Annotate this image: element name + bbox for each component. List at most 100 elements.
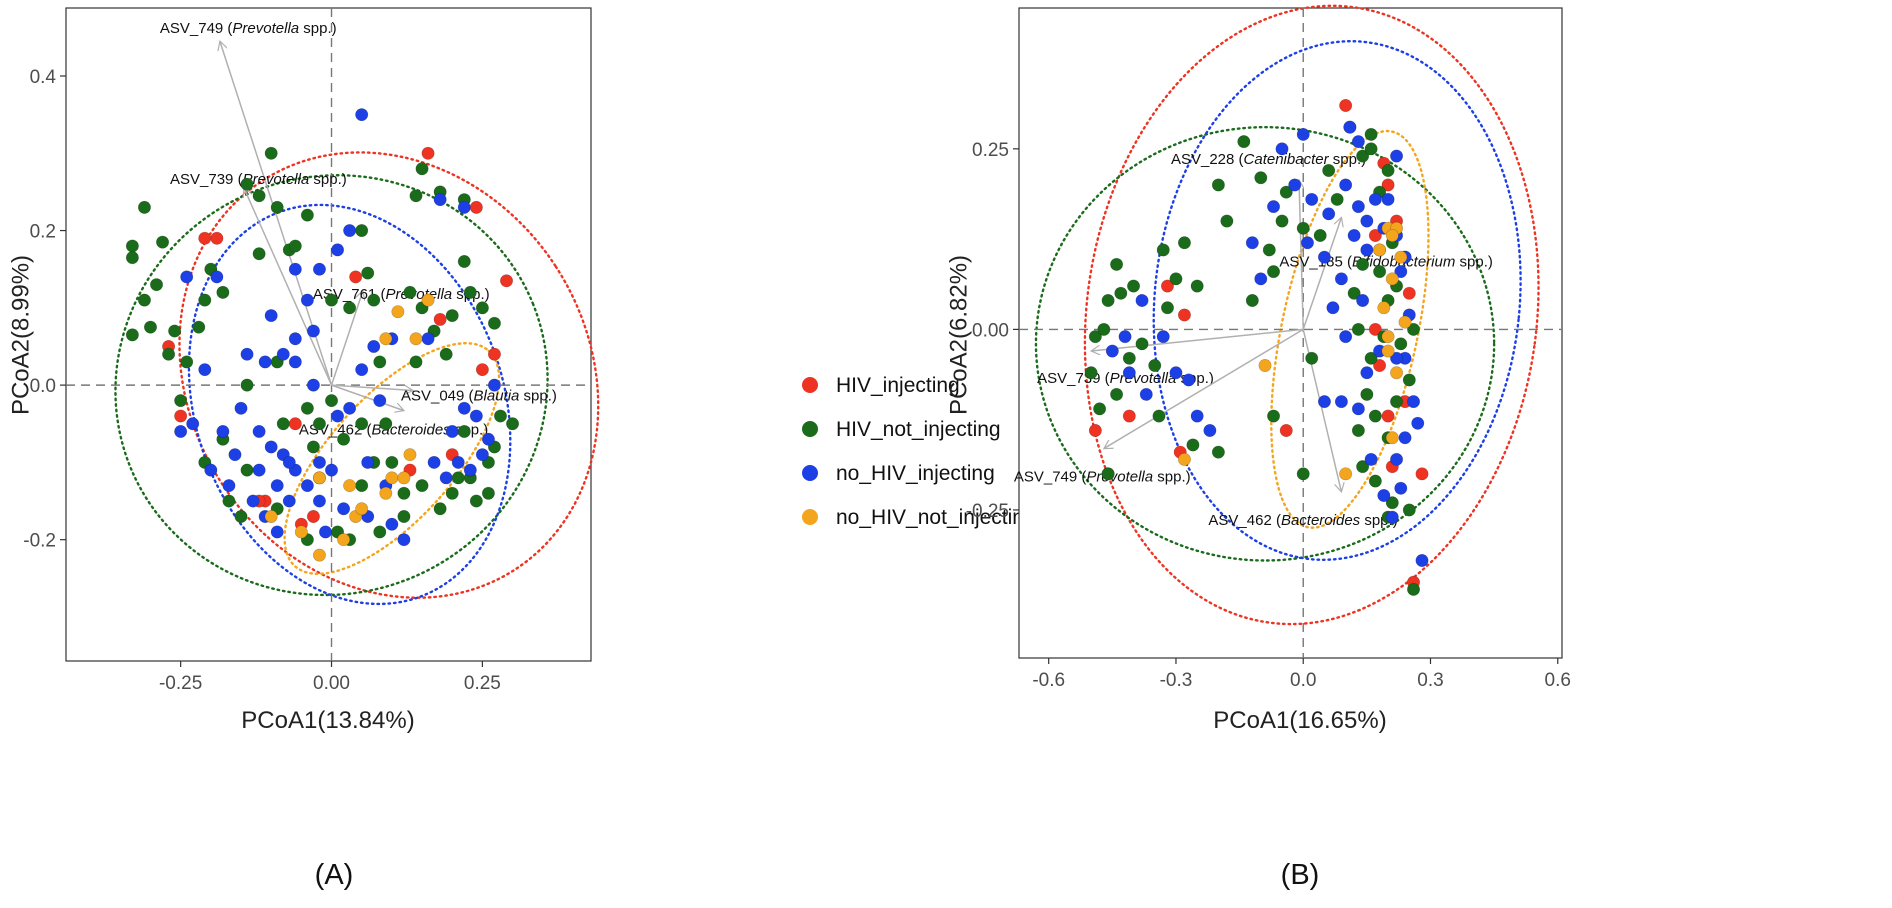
point-no-HIV-injecting — [1377, 488, 1391, 502]
point-HIV-injecting — [433, 312, 447, 326]
point-no-HIV-injecting — [445, 424, 459, 438]
vector-label-genus: Prevotella — [1110, 370, 1177, 387]
point-HIV-not-injecting — [409, 355, 423, 369]
legend-key-no-HIV-not-injecting — [802, 509, 818, 525]
point-HIV-not-injecting — [355, 417, 369, 431]
point-HIV-not-injecting — [1356, 149, 1370, 163]
point-HIV-injecting — [288, 417, 302, 431]
point-no-HIV-injecting — [1122, 366, 1136, 380]
scatter-points — [125, 108, 520, 562]
point-no-HIV-injecting — [1368, 192, 1382, 206]
loading-vector — [244, 188, 333, 386]
point-HIV-not-injecting — [1110, 387, 1124, 401]
point-HIV-not-injecting — [300, 401, 314, 415]
point-HIV-not-injecting — [125, 251, 139, 265]
y-tick-label: 0.4 — [30, 67, 57, 88]
point-no-HIV-injecting — [234, 401, 248, 415]
point-HIV-injecting — [174, 409, 188, 423]
point-no-HIV-injecting — [1118, 330, 1132, 344]
x-axis-label: PCoA1(16.65%) — [1213, 707, 1386, 734]
point-HIV-not-injecting — [1220, 214, 1234, 228]
x-ticks: -0.6 -0.3 0.0 0.3 0.6 — [1032, 658, 1571, 691]
point-no-HIV-injecting — [463, 463, 477, 477]
loading-vector — [1302, 217, 1341, 330]
loading-vector — [331, 384, 413, 390]
point-no-HIV-injecting — [246, 494, 260, 508]
point-HIV-not-injecting — [367, 293, 381, 307]
point-HIV-not-injecting — [1364, 142, 1378, 156]
y-ticks: -0.2 0.0 0.2 0.4 — [23, 67, 66, 552]
point-HIV-not-injecting — [403, 285, 417, 299]
point-no-HIV-not-injecting — [312, 548, 326, 562]
point-no-HIV-injecting — [1390, 452, 1404, 466]
point-HIV-not-injecting — [288, 239, 302, 253]
y-tick-label: -0.2 — [23, 531, 56, 552]
point-no-HIV-injecting — [1347, 229, 1361, 243]
point-no-HIV-injecting — [1245, 236, 1259, 250]
point-HIV-not-injecting — [1152, 409, 1166, 423]
point-no-HIV-not-injecting — [294, 525, 308, 539]
point-HIV-not-injecting — [1351, 423, 1365, 437]
ellipses — [1034, 4, 1540, 626]
point-HIV-not-injecting — [487, 316, 501, 330]
point-HIV-not-injecting — [1347, 286, 1361, 300]
ellipse-HIV-not-injecting — [1034, 125, 1496, 562]
point-HIV-not-injecting — [1356, 257, 1370, 271]
point-HIV-not-injecting — [355, 224, 369, 238]
x-axis-label: PCoA1(13.84%) — [241, 707, 414, 734]
point-HIV-not-injecting — [1394, 337, 1408, 351]
point-no-HIV-injecting — [318, 525, 332, 539]
point-no-HIV-not-injecting — [1398, 315, 1412, 329]
point-HIV-not-injecting — [361, 266, 375, 280]
point-no-HIV-not-injecting — [1385, 431, 1399, 445]
point-HIV-injecting — [1368, 322, 1382, 336]
point-HIV-not-injecting — [1148, 358, 1162, 372]
point-HIV-not-injecting — [270, 200, 284, 214]
point-no-HIV-injecting — [282, 494, 296, 508]
point-no-HIV-injecting — [1339, 330, 1353, 344]
point-no-HIV-injecting — [1351, 135, 1365, 149]
point-HIV-not-injecting — [180, 355, 194, 369]
point-HIV-injecting — [475, 363, 489, 377]
y-axis-label: PCoA2(6.82%) — [945, 255, 972, 415]
vector-label: ASV_749 (Prevotella spp.) — [1014, 469, 1191, 486]
point-HIV-injecting — [1279, 423, 1293, 437]
point-HIV-not-injecting — [198, 293, 212, 307]
point-HIV-not-injecting — [1186, 438, 1200, 452]
point-HIV-injecting — [1381, 409, 1395, 423]
point-no-HIV-injecting — [1326, 301, 1340, 315]
point-no-HIV-injecting — [1139, 387, 1153, 401]
point-HIV-not-injecting — [1402, 373, 1416, 387]
vector-label-genus: Prevotella — [385, 286, 452, 303]
point-no-HIV-injecting — [1182, 373, 1196, 387]
point-no-HIV-injecting — [1334, 395, 1348, 409]
point-HIV-not-injecting — [1296, 467, 1310, 481]
point-HIV-not-injecting — [1156, 243, 1170, 257]
point-no-HIV-not-injecting — [385, 471, 399, 485]
point-HIV-not-injecting — [162, 347, 176, 361]
x-tick-label: 0.00 — [313, 673, 350, 694]
point-no-HIV-injecting — [331, 243, 345, 257]
point-HIV-not-injecting — [475, 301, 489, 315]
vector-label-prefix: ASV_739 ( — [1037, 370, 1110, 387]
point-no-HIV-injecting — [343, 401, 357, 415]
point-no-HIV-injecting — [174, 424, 188, 438]
point-no-HIV-injecting — [355, 363, 369, 377]
point-no-HIV-injecting — [475, 448, 489, 462]
point-no-HIV-injecting — [288, 355, 302, 369]
x-tick-label: 0.3 — [1417, 670, 1443, 691]
point-no-HIV-injecting — [457, 401, 471, 415]
point-HIV-not-injecting — [433, 502, 447, 516]
point-no-HIV-injecting — [1203, 423, 1217, 437]
point-no-HIV-not-injecting — [409, 332, 423, 346]
point-no-HIV-injecting — [355, 108, 369, 122]
point-HIV-injecting — [306, 509, 320, 523]
point-HIV-injecting — [1402, 286, 1416, 300]
vector-label-suffix: spp.) — [1153, 469, 1191, 486]
vector-label: ASV_049 (Blautia spp.) — [401, 388, 557, 405]
point-no-HIV-not-injecting — [1373, 243, 1387, 257]
panel-a: ASV_749 (Prevotella spp.)ASV_739 (Prevot… — [7, 7, 600, 891]
vector-label: ASV_739 (Prevotella spp.) — [170, 171, 347, 188]
point-HIV-not-injecting — [1267, 409, 1281, 423]
point-no-HIV-injecting — [1394, 481, 1408, 495]
